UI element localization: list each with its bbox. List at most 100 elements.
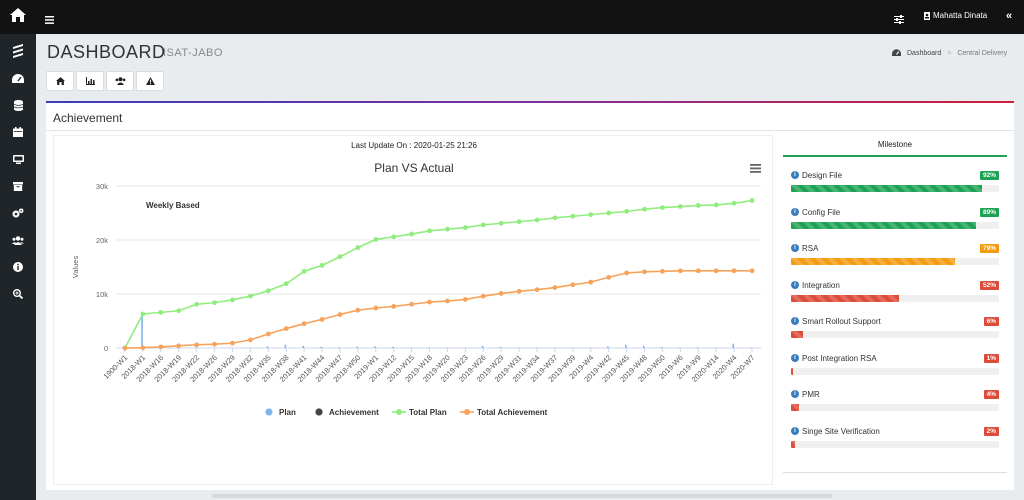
point-total-achievement xyxy=(283,326,289,331)
point-total-achievement xyxy=(230,340,235,346)
milestone-progress-track xyxy=(791,331,999,338)
point-total-achievement xyxy=(552,285,558,290)
milestone-percent-badge: 79% xyxy=(979,244,999,253)
chart-title: Plan VS Actual xyxy=(374,161,453,175)
home-icon[interactable] xyxy=(10,8,26,27)
point-total-achievement xyxy=(749,268,755,274)
page-title: DASHBOARD xyxy=(47,42,166,62)
legend-item[interactable]: Total Achievement xyxy=(460,408,548,417)
point-total-achievement xyxy=(337,312,343,317)
point-total-achievement xyxy=(624,270,630,276)
milestone-label: Singe Site Verification xyxy=(802,426,880,436)
point-total-achievement xyxy=(319,316,325,322)
user-menu[interactable]: Mahatta Dinata xyxy=(924,11,987,20)
point-total-achievement xyxy=(606,274,612,280)
point-total-achievement xyxy=(731,268,737,274)
tab-chart[interactable] xyxy=(76,71,104,91)
point-total-achievement xyxy=(570,282,576,288)
column-plan xyxy=(499,346,502,348)
info-icon[interactable]: i xyxy=(791,244,799,252)
milestone-item: i RSA 79% xyxy=(791,244,999,266)
milestone-panel: Milestone i Design File 92% i Config File 89%… xyxy=(783,135,1007,485)
point-total-plan xyxy=(337,254,343,260)
column-plan xyxy=(320,346,323,348)
point-total-achievement xyxy=(301,321,307,327)
milestone-percent-badge: 2% xyxy=(983,426,999,436)
column-plan xyxy=(642,345,645,348)
toolbar-tabs xyxy=(46,71,164,91)
point-total-plan xyxy=(194,301,200,307)
y-tick-label: 30k xyxy=(96,182,108,191)
column-plan xyxy=(481,345,484,348)
point-total-plan xyxy=(713,202,719,208)
milestone-label: RSA xyxy=(802,244,819,253)
point-total-plan xyxy=(158,309,164,315)
milestone-label: Design File xyxy=(802,171,843,180)
milestone-progress-track xyxy=(791,294,999,302)
point-total-achievement xyxy=(498,291,504,296)
point-total-achievement xyxy=(480,293,486,299)
point-total-plan xyxy=(677,204,683,209)
series-line-total-plan xyxy=(124,199,753,349)
legend-item[interactable]: Plan xyxy=(265,408,296,417)
legend-item[interactable]: Achievement xyxy=(315,408,379,417)
point-total-plan xyxy=(534,217,540,223)
horizontal-scrollbar[interactable] xyxy=(212,494,832,498)
monitor-icon[interactable] xyxy=(11,152,25,166)
info-icon[interactable] xyxy=(11,260,25,274)
point-total-achievement xyxy=(445,298,450,304)
info-icon[interactable]: i xyxy=(791,426,799,435)
series-line-total-achievement xyxy=(124,269,753,349)
column-plan xyxy=(517,347,520,348)
legend-item[interactable]: Total Plan xyxy=(392,408,447,417)
column-plan xyxy=(427,347,430,348)
point-total-plan xyxy=(176,308,182,314)
last-update-text: Last Update On : 2020-01-25 21:26 xyxy=(351,141,477,150)
point-total-achievement xyxy=(695,268,701,274)
cogs-icon[interactable] xyxy=(11,206,25,220)
point-total-achievement xyxy=(391,304,397,309)
breadcrumb-current: Central Delivery xyxy=(957,49,1008,57)
info-icon[interactable]: i xyxy=(791,171,799,179)
column-plan xyxy=(141,313,143,348)
database-icon[interactable] xyxy=(11,98,25,112)
point-total-achievement xyxy=(355,307,361,313)
point-total-plan xyxy=(552,215,558,221)
info-icon[interactable]: i xyxy=(791,317,799,325)
info-icon[interactable]: i xyxy=(791,353,799,362)
chart-panel: Last Update On : 2020-01-25 21:26 Plan V… xyxy=(53,135,773,485)
column-plan xyxy=(374,346,376,348)
point-total-achievement xyxy=(122,345,128,351)
users-icon[interactable] xyxy=(11,233,25,247)
point-total-achievement xyxy=(158,344,164,350)
user-id-icon xyxy=(924,11,930,20)
tab-users[interactable] xyxy=(106,71,134,91)
point-total-plan xyxy=(660,205,665,210)
milestone-item: i Design File 92% xyxy=(791,171,999,193)
achievement-card: Achievement Last Update On : 2020-01-25 … xyxy=(46,101,1014,490)
info-icon[interactable]: i xyxy=(791,390,799,398)
y-tick-label: 0 xyxy=(104,344,108,353)
milestone-progress-track xyxy=(791,367,999,375)
breadcrumb-dashboard[interactable]: Dashboard xyxy=(907,49,942,57)
sliders-icon[interactable] xyxy=(894,11,904,29)
point-total-plan xyxy=(462,225,468,230)
info-icon[interactable]: i xyxy=(791,280,799,289)
collapse-button[interactable]: « xyxy=(1006,10,1013,22)
calendar-icon[interactable] xyxy=(11,125,25,139)
point-total-plan xyxy=(391,234,397,240)
point-total-plan xyxy=(230,297,235,303)
chart-menu-icon[interactable] xyxy=(750,164,761,173)
search-plus-icon[interactable] xyxy=(11,287,25,301)
tab-home[interactable] xyxy=(46,71,74,91)
speedometer-icon[interactable] xyxy=(11,72,25,86)
ericsson-logo-icon[interactable] xyxy=(11,44,25,58)
legend-label: Total Achievement xyxy=(477,408,548,417)
tab-warning[interactable] xyxy=(136,71,164,91)
point-total-achievement xyxy=(265,331,271,337)
milestone-progress-fill xyxy=(791,331,804,338)
hamburger-icon[interactable] xyxy=(45,11,54,29)
info-icon[interactable]: i xyxy=(791,207,799,216)
milestone-progress-fill xyxy=(791,440,796,448)
archive-icon[interactable] xyxy=(11,179,25,193)
